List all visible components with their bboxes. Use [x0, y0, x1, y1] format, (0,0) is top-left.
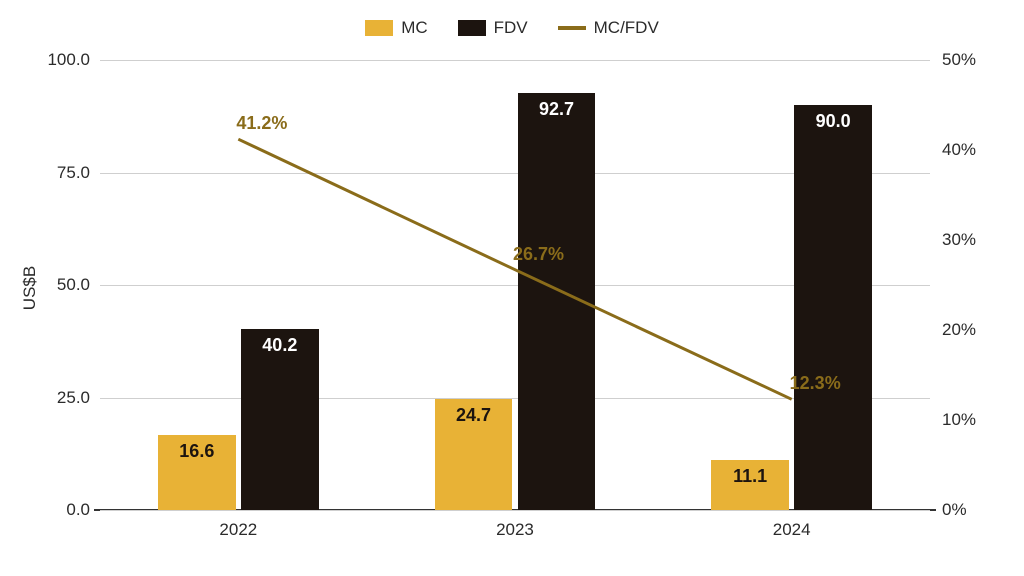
y-right-tick-label: 10%: [942, 410, 976, 430]
line-point-label: 26.7%: [513, 244, 564, 265]
y-right-tick-label: 40%: [942, 140, 976, 160]
x-tick-label: 2023: [377, 520, 654, 540]
y-right-tick-label: 50%: [942, 50, 976, 70]
y-right-tick-label: 30%: [942, 230, 976, 250]
y-left-tick-label: 100.0: [40, 50, 90, 70]
y-left-tick-label: 50.0: [40, 275, 90, 295]
line-series: [100, 60, 930, 510]
y-axis-left-title: US$B: [20, 266, 40, 310]
x-tick-label: 2022: [100, 520, 377, 540]
legend-label-fdv: FDV: [494, 18, 528, 38]
legend: MC FDV MC/FDV: [0, 18, 1024, 38]
legend-item-ratio: MC/FDV: [558, 18, 659, 38]
chart-container: MC FDV MC/FDV US$B 0.025.050.075.0100.00…: [0, 0, 1024, 576]
legend-item-mc: MC: [365, 18, 427, 38]
legend-swatch-mc: [365, 20, 393, 36]
line-point-label: 41.2%: [236, 113, 287, 134]
gridline: [100, 510, 930, 511]
y-left-tick-label: 0.0: [40, 500, 90, 520]
plot-area: 0.025.050.075.0100.00%10%20%30%40%50%16.…: [100, 60, 930, 510]
line-point-label: 12.3%: [790, 373, 841, 394]
legend-line-ratio: [558, 26, 586, 30]
y-left-tick-label: 75.0: [40, 163, 90, 183]
legend-item-fdv: FDV: [458, 18, 528, 38]
y-left-tick-label: 25.0: [40, 388, 90, 408]
legend-label-mc: MC: [401, 18, 427, 38]
x-tick-label: 2024: [653, 520, 930, 540]
y-right-tick-label: 20%: [942, 320, 976, 340]
legend-swatch-fdv: [458, 20, 486, 36]
legend-label-ratio: MC/FDV: [594, 18, 659, 38]
y-right-tick-label: 0%: [942, 500, 967, 520]
